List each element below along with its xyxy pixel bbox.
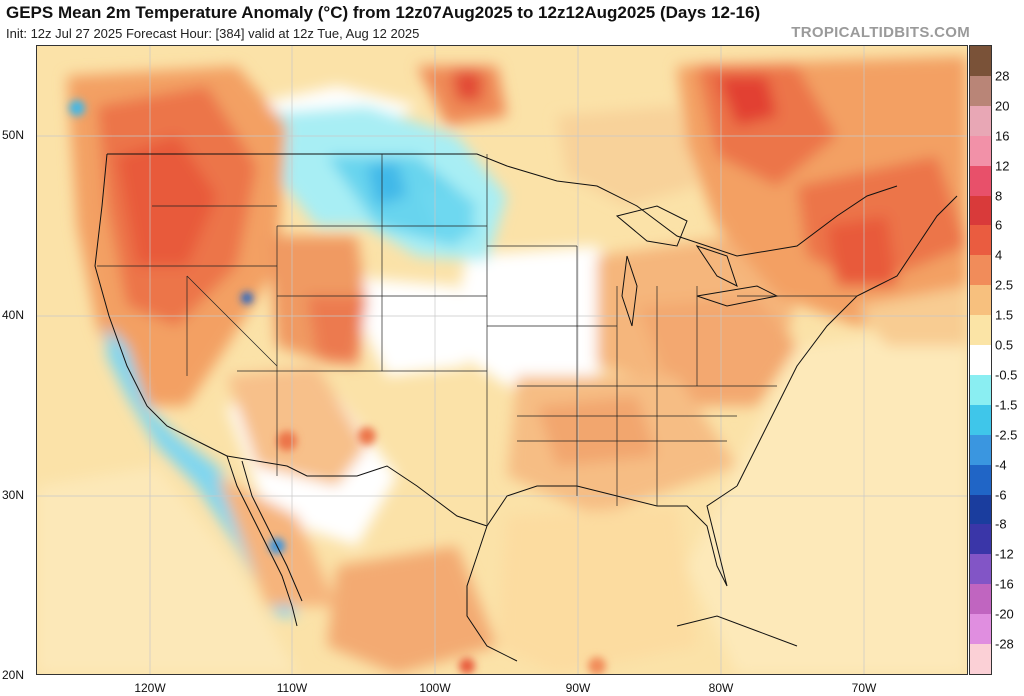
anomaly-map: [36, 45, 968, 675]
color-scale-cell: [970, 644, 991, 675]
color-scale-label: -6: [995, 487, 1007, 503]
color-scale-label: 16: [995, 128, 1010, 144]
state-lines: [97, 154, 857, 526]
color-scale-label: -20: [995, 606, 1014, 622]
lat-label-20n: 20N: [2, 668, 25, 682]
color-scale-cell: [970, 374, 991, 406]
color-scale-label: -16: [995, 576, 1014, 592]
lon-label-110w: 110W: [276, 681, 308, 695]
lon-label-120w: 120W: [134, 681, 166, 695]
color-scale-cell: [970, 46, 991, 77]
color-scale-label: 12: [995, 158, 1010, 174]
color-scale-label: -1.5: [995, 397, 1018, 413]
color-scale-cell: [970, 404, 991, 436]
color-scale-label: 6: [995, 217, 1003, 233]
color-scale-cell: [970, 165, 991, 196]
color-scale-label: 28: [995, 68, 1010, 84]
color-scale-cell: [970, 584, 991, 615]
map-svg: [37, 46, 967, 674]
lon-label-100w: 100W: [419, 681, 451, 695]
color-scale-cell: [970, 255, 991, 286]
color-scale-cell: [970, 614, 991, 645]
lon-label-80w: 80W: [708, 681, 734, 695]
color-scale-cell: [970, 345, 991, 376]
color-scale-cell: [970, 105, 991, 137]
color-scale-label: -8: [995, 516, 1007, 532]
lon-label-70w: 70W: [851, 681, 877, 695]
color-scale-cell: [970, 554, 991, 585]
map-title: GEPS Mean 2m Temperature Anomaly (°C) fr…: [6, 3, 761, 22]
color-scale-bar: [969, 45, 992, 675]
color-scale-label: 1.5: [995, 307, 1014, 323]
lat-label-30n: 30N: [2, 488, 25, 502]
lon-label-90w: 90W: [565, 681, 591, 695]
color-scale-label: 8: [995, 188, 1003, 204]
color-scale-label: 4: [995, 247, 1003, 263]
color-scale-cell: [970, 75, 991, 107]
color-scale-cell: [970, 135, 991, 167]
color-scale-label: -4: [995, 457, 1007, 473]
forecast-info: Init: 12z Jul 27 2025 Forecast Hour: [38…: [6, 26, 420, 41]
color-scale-label: -28: [995, 636, 1014, 652]
lat-label-50n: 50N: [2, 128, 25, 142]
color-scale-label: -2.5: [995, 427, 1018, 443]
lat-label-40n: 40N: [2, 308, 25, 322]
color-scale-cell: [970, 434, 991, 466]
color-scale-cell: [970, 285, 991, 316]
color-scale-cell: [970, 464, 991, 496]
color-scale-cell: [970, 225, 991, 256]
color-scale-label: 2.5: [995, 277, 1014, 293]
color-scale-label: 20: [995, 98, 1010, 114]
color-scale-cell: [970, 524, 991, 555]
color-scale-label: -12: [995, 546, 1014, 562]
color-scale-label: 0.5: [995, 337, 1014, 353]
color-scale-label: -0.5: [995, 367, 1018, 383]
anomaly-fields: [37, 56, 967, 674]
site-credit: TROPICALTIDBITS.COM: [791, 24, 970, 41]
color-scale-cell: [970, 494, 991, 525]
color-scale-cell: [970, 315, 991, 346]
graticule: [37, 46, 967, 674]
color-scale-cell: [970, 195, 991, 226]
